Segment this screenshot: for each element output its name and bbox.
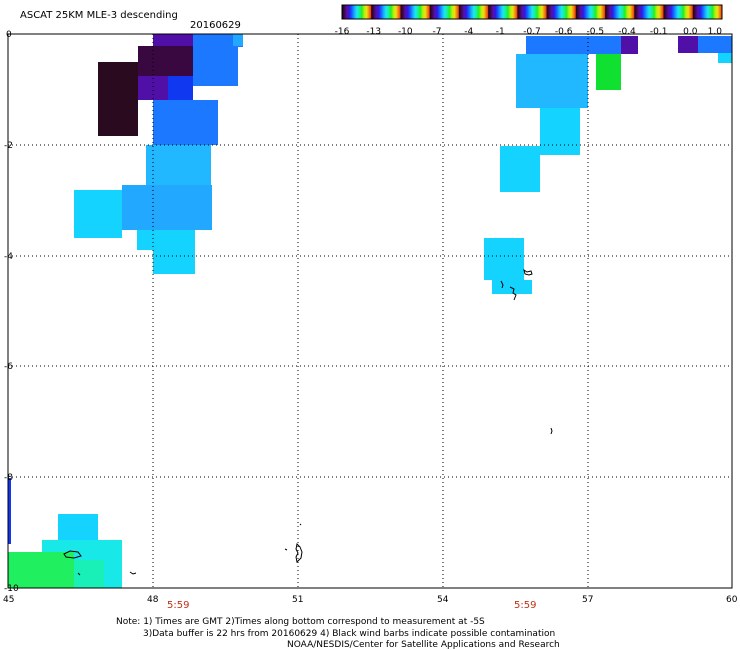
lon-label: 54 bbox=[437, 595, 449, 605]
colorbar-label: -16 bbox=[335, 27, 350, 37]
lat-label: 0 bbox=[6, 30, 12, 40]
footer-note-1: Note: 1) Times are GMT 2)Times along bot… bbox=[116, 617, 485, 627]
chart-title: ASCAT 25KM MLE-3 descending bbox=[20, 10, 178, 21]
lon-label: 57 bbox=[582, 595, 593, 605]
colorbar-segment bbox=[575, 5, 606, 19]
island-coastline bbox=[63, 550, 82, 559]
colorbar-segment bbox=[634, 5, 664, 19]
colorbar-label: -10 bbox=[398, 27, 413, 37]
swath-tile bbox=[621, 36, 638, 54]
footer-credit: NOAA/NESDIS/Center for Satellite Applica… bbox=[287, 640, 560, 650]
data-swaths bbox=[8, 34, 732, 588]
lon-label: 45 bbox=[3, 595, 14, 605]
footer-note-2: 3)Data buffer is 22 hrs from 20160629 4)… bbox=[143, 629, 555, 639]
island-coastline bbox=[299, 523, 302, 526]
colorbar-segment bbox=[342, 5, 372, 19]
coastlines bbox=[63, 268, 553, 576]
colorbar-labels: -16 -13 -10 -7 -4 -1 -0.7 -0.6 -0.5 -0.4 -0.1 0.0 1.… bbox=[335, 27, 723, 37]
time-label: 5:59 bbox=[167, 600, 189, 611]
colorbar-label: -0.5 bbox=[587, 27, 605, 37]
colorbar-label: -13 bbox=[366, 27, 381, 37]
swath-tile bbox=[122, 185, 212, 230]
colorbar-segment bbox=[371, 5, 401, 19]
swath-tile bbox=[153, 100, 218, 145]
lon-labels: 45 48 51 54 57 60 bbox=[3, 595, 738, 605]
swath-tile bbox=[168, 76, 193, 100]
swath-tile bbox=[596, 54, 621, 90]
island-coastline bbox=[509, 286, 517, 301]
colorbar-label: -7 bbox=[433, 27, 442, 37]
lat-label: -6 bbox=[4, 362, 13, 372]
map-frame bbox=[7, 33, 733, 589]
lat-label: -2 bbox=[4, 141, 13, 151]
colorbar-label: 1.0 bbox=[708, 27, 723, 37]
swath-tile bbox=[718, 53, 732, 63]
swath-tile bbox=[492, 280, 532, 294]
swath-tile bbox=[8, 478, 11, 544]
swath-tile bbox=[8, 552, 74, 588]
swath-tile bbox=[484, 238, 524, 280]
swath-tile bbox=[698, 36, 732, 53]
colorbar-segment bbox=[517, 5, 548, 19]
island-coastline bbox=[129, 571, 137, 575]
swath-tile bbox=[540, 108, 580, 155]
colorbar-label: -0.4 bbox=[618, 27, 636, 37]
colorbar-label: -0.7 bbox=[523, 27, 541, 37]
lat-label: -10 bbox=[4, 584, 19, 594]
colorbar-segment bbox=[663, 5, 694, 19]
island-coastline bbox=[284, 548, 288, 551]
colorbar-label: -4 bbox=[464, 27, 473, 37]
swath-tile bbox=[233, 34, 243, 46]
colorbar-segment bbox=[546, 5, 577, 19]
colorbar-label: 0.0 bbox=[683, 27, 698, 37]
island-coastline bbox=[550, 427, 553, 435]
lat-labels: 0 -2 -4 -6 -8 -10 bbox=[4, 30, 19, 594]
island-coastline bbox=[295, 542, 303, 564]
swath-tile bbox=[500, 146, 540, 192]
chart-date: 20160629 bbox=[190, 20, 241, 31]
swath-tile bbox=[138, 46, 193, 76]
colorbar-segment bbox=[692, 5, 723, 19]
lon-label: 51 bbox=[292, 595, 303, 605]
swath-tile bbox=[58, 514, 98, 542]
swath-tile bbox=[146, 145, 211, 185]
colorbar-label: -0.1 bbox=[650, 27, 668, 37]
colorbar-label: -1 bbox=[496, 27, 505, 37]
colorbar-segment bbox=[429, 5, 460, 19]
swath-tile bbox=[153, 34, 193, 46]
swath-tile bbox=[98, 62, 138, 136]
swath-tile bbox=[516, 54, 588, 108]
swath-tile bbox=[138, 76, 168, 100]
colorbar-segment bbox=[605, 5, 635, 19]
colorbar-segment bbox=[458, 5, 489, 19]
island-coastline bbox=[77, 572, 81, 576]
colorbar-segment bbox=[400, 5, 431, 19]
island-coastline bbox=[523, 268, 533, 276]
lon-label: 48 bbox=[147, 595, 159, 605]
swath-tile bbox=[193, 34, 233, 46]
swath-tile bbox=[137, 230, 195, 250]
colorbar-frame bbox=[341, 4, 723, 20]
colorbar-segment bbox=[488, 5, 518, 19]
lat-label: -8 bbox=[4, 473, 13, 483]
time-label: 5:59 bbox=[514, 600, 536, 611]
swath-tile bbox=[678, 36, 698, 53]
swath-tile bbox=[526, 36, 638, 54]
lat-label: -4 bbox=[4, 252, 13, 262]
colorbar bbox=[341, 4, 723, 20]
island-coastline bbox=[500, 280, 504, 289]
lon-label: 60 bbox=[726, 595, 738, 605]
swath-tile bbox=[193, 46, 238, 86]
swath-tile bbox=[74, 190, 122, 238]
swath-tile bbox=[153, 250, 195, 274]
colorbar-label: -0.6 bbox=[555, 27, 573, 37]
